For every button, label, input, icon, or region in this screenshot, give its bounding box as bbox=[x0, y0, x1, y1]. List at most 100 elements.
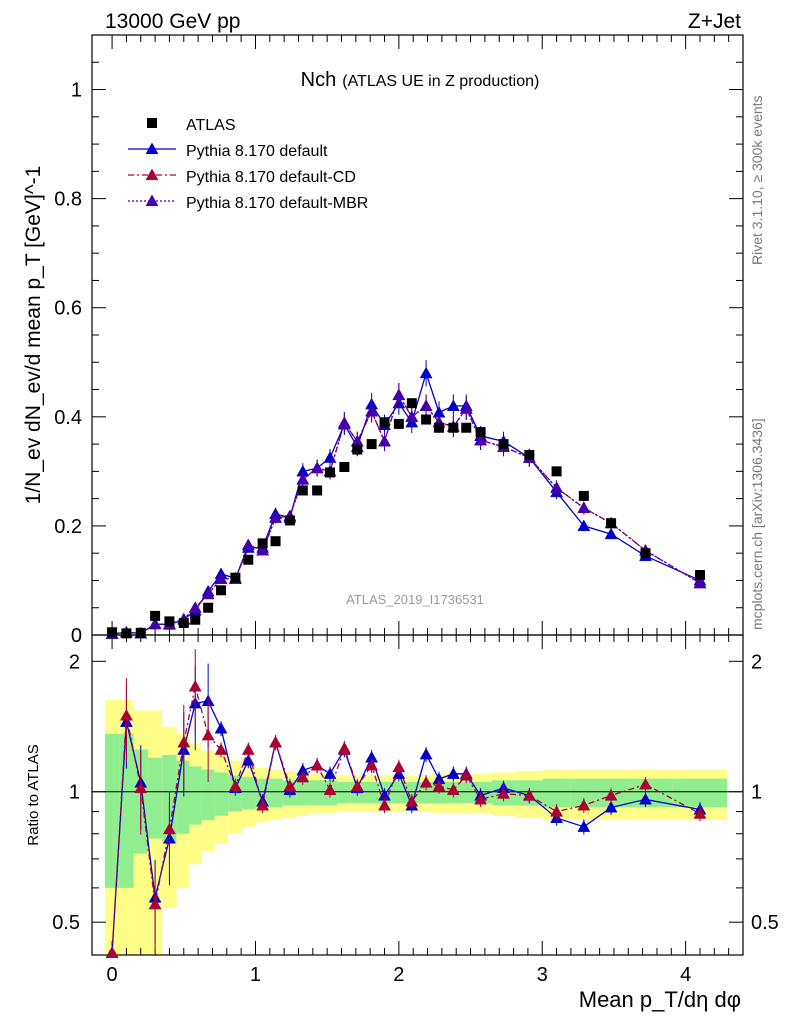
atlas-data-point bbox=[312, 485, 323, 496]
legend-marker bbox=[145, 194, 159, 207]
atlas-data-point bbox=[178, 618, 189, 628]
ratio-point bbox=[639, 792, 652, 805]
ratio-point bbox=[405, 794, 419, 807]
legend-marker bbox=[145, 168, 159, 181]
ratio-point bbox=[693, 807, 707, 819]
atlas-data-point bbox=[448, 422, 459, 433]
y-tick-label: 0 bbox=[71, 625, 82, 647]
data-point bbox=[188, 601, 202, 613]
band-inner-bin bbox=[214, 772, 229, 816]
atlas-data-point bbox=[366, 439, 377, 450]
data-point bbox=[419, 399, 433, 411]
ratio-point bbox=[134, 781, 148, 794]
atlas-data-point bbox=[379, 417, 390, 428]
atlas-data-point bbox=[243, 554, 254, 565]
y-tick-label: 0.6 bbox=[54, 298, 82, 320]
ratio-point bbox=[419, 747, 433, 760]
ratio-point bbox=[214, 721, 228, 734]
ratio-y-tick-label-right: 2 bbox=[751, 651, 762, 673]
data-point bbox=[419, 366, 433, 379]
mcplots-side-label: mcplots.cern.ch [arXiv:1306.3436] bbox=[749, 418, 765, 630]
atlas-data-point bbox=[325, 467, 336, 478]
ratio-point bbox=[337, 741, 351, 754]
ratio-point bbox=[256, 798, 270, 811]
data-point bbox=[459, 402, 473, 414]
ratio-point bbox=[105, 946, 119, 958]
atlas-data-point bbox=[434, 422, 445, 433]
ratio-point bbox=[392, 760, 406, 773]
band-inner-bin bbox=[309, 780, 324, 806]
ratio-plot-frame bbox=[91, 634, 744, 956]
data-point bbox=[337, 416, 351, 428]
x-tick-label: 2 bbox=[393, 964, 404, 986]
data-point bbox=[405, 410, 419, 422]
atlas-data-point bbox=[257, 538, 268, 549]
band-inner-bin bbox=[241, 777, 256, 810]
ratio-point bbox=[310, 758, 324, 771]
plot-title-main: Nch bbox=[301, 69, 337, 91]
band-inner-bin bbox=[459, 781, 474, 804]
data-point bbox=[604, 527, 618, 540]
data-point bbox=[577, 519, 591, 531]
atlas-data-point bbox=[270, 536, 281, 547]
atlas-data-point bbox=[352, 444, 363, 455]
ratio-point bbox=[459, 769, 473, 781]
y-tick-label: 0.8 bbox=[54, 189, 82, 211]
ratio-point bbox=[577, 820, 591, 832]
axis-labels-layer: 0 1 2 3 4 0 0.2 0.4 0.6 0.8 1 0.5 0.5 1 1 2 2 1/N_ev dN_e… bbox=[22, 80, 779, 1012]
ratio-point bbox=[119, 708, 133, 721]
ratio-y-axis-label: Ratio to ATLAS bbox=[25, 744, 42, 845]
ratio-point bbox=[201, 728, 215, 741]
band-inner-bin bbox=[296, 780, 310, 806]
atlas-data-point bbox=[551, 466, 562, 477]
band-inner-bin bbox=[176, 760, 190, 834]
atlas-data-point bbox=[203, 602, 214, 613]
atlas-data-point bbox=[121, 628, 132, 639]
band-inner-bin bbox=[337, 781, 351, 804]
band-inner-bin bbox=[104, 733, 120, 888]
legend-label: Pythia 8.170 default-MBR bbox=[186, 195, 368, 212]
series-layer bbox=[105, 360, 707, 958]
atlas-data-point bbox=[339, 462, 350, 472]
data-point bbox=[693, 576, 707, 589]
plot-title-sub: (ATLAS UE in Z production) bbox=[342, 73, 539, 90]
ratio-point bbox=[283, 779, 297, 792]
ratio-point bbox=[177, 735, 191, 748]
ratio-point bbox=[228, 779, 242, 792]
atlas-data-point bbox=[284, 515, 295, 526]
legend-label: ATLAS bbox=[186, 117, 236, 134]
ratio-point bbox=[577, 798, 591, 811]
atlas-data-point bbox=[498, 439, 509, 450]
legend: ATLAS Pythia 8.170 default Pythia 8.170 de… bbox=[128, 117, 368, 212]
ratio-series-line bbox=[111, 686, 701, 953]
atlas-data-point bbox=[230, 572, 241, 583]
band-inner-bin bbox=[201, 769, 215, 821]
ratio-point bbox=[604, 789, 618, 801]
header-left-label: 13000 GeV pp bbox=[105, 10, 240, 33]
ratio-y-tick-label-right: 1 bbox=[751, 782, 762, 804]
atlas-data-point bbox=[421, 414, 432, 425]
data-point bbox=[269, 511, 282, 523]
atlas-data-point bbox=[393, 418, 404, 429]
atlas-data-point bbox=[150, 610, 161, 621]
plot-title: Nch (ATLAS UE in Z production) bbox=[301, 69, 540, 91]
y-tick-label: 0.4 bbox=[54, 407, 82, 429]
ratio-point bbox=[269, 735, 282, 748]
main-y-axis-label: 1/N_ev dN_ev/d mean p_T [GeV]^-1 bbox=[22, 166, 45, 505]
data-point bbox=[201, 587, 215, 600]
rivet-side-label: Rivet 3.1.10, ≥ 300k events bbox=[749, 95, 765, 265]
data-point bbox=[378, 434, 391, 447]
legend-marker bbox=[145, 142, 159, 155]
data-point bbox=[256, 543, 270, 556]
data-point bbox=[446, 399, 460, 411]
legend-label: Pythia 8.170 default bbox=[186, 143, 328, 160]
atlas-data-point bbox=[640, 548, 651, 559]
atlas-data-point bbox=[606, 518, 617, 529]
ratio-y-tick-label-left: 1 bbox=[69, 782, 80, 804]
ratio-point bbox=[148, 897, 162, 910]
ratio-point bbox=[639, 777, 652, 790]
ratio-point bbox=[323, 767, 337, 779]
atlas-data-point bbox=[135, 627, 146, 638]
atlas-data-point bbox=[475, 427, 486, 438]
